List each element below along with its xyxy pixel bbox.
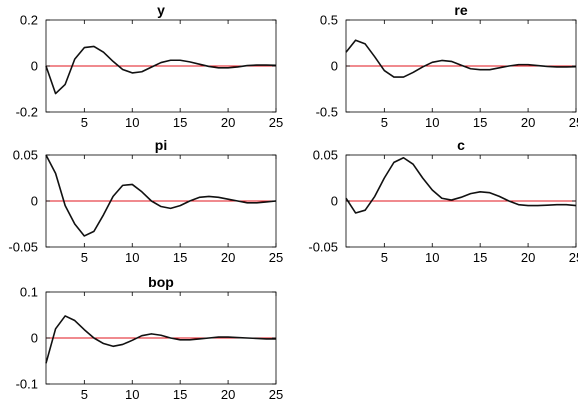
y-tick-label: -0.05 — [8, 240, 38, 255]
panel-pi: 5 10 15 20 25 -0.05 0 0.05 pi — [8, 137, 283, 265]
x-tick-label: 5 — [81, 250, 88, 265]
panel-c: 5 10 15 20 25 -0.05 0 0.05 c — [308, 137, 578, 265]
x-tick-label: 10 — [125, 387, 139, 402]
y-tick-label: 0.5 — [320, 13, 338, 28]
x-tick-label: 10 — [125, 250, 139, 265]
x-tick-label: 5 — [81, 115, 88, 130]
panel-title: c — [457, 137, 465, 153]
y-tick-label: 0 — [331, 59, 338, 74]
x-tick-label: 5 — [381, 115, 388, 130]
y-tick-label: 0 — [31, 59, 38, 74]
x-tick-label: 20 — [221, 250, 235, 265]
x-tick-label: 25 — [269, 115, 283, 130]
y-tick-label: -0.1 — [16, 377, 38, 392]
x-tick-label: 25 — [569, 250, 578, 265]
series-line — [345, 39, 577, 78]
series-line — [45, 45, 277, 95]
y-tick-label: 0 — [331, 194, 338, 209]
x-tick-label: 25 — [269, 250, 283, 265]
panel-title: re — [454, 2, 467, 18]
panel-y: 5 10 15 20 25 -0.2 0 0.2 y — [16, 2, 284, 130]
x-tick-label: 25 — [269, 387, 283, 402]
y-tick-label: 0 — [31, 331, 38, 346]
x-tick-label: 20 — [221, 115, 235, 130]
y-tick-label: 0.2 — [20, 13, 38, 28]
panel-title: pi — [155, 137, 167, 153]
x-tick-label: 15 — [173, 115, 187, 130]
x-tick-label: 10 — [425, 115, 439, 130]
x-tick-label: 15 — [173, 250, 187, 265]
panel-title: bop — [148, 274, 174, 290]
series-line — [45, 315, 276, 364]
panel-bop: 5 10 15 20 25 -0.1 0 0.1 bop — [16, 274, 284, 402]
y-tick-label: 0.05 — [13, 148, 38, 163]
y-tick-label: -0.05 — [308, 240, 338, 255]
panel-title: y — [157, 2, 165, 18]
x-tick-label: 20 — [221, 387, 235, 402]
x-tick-label: 20 — [521, 250, 535, 265]
x-tick-label: 20 — [521, 115, 535, 130]
y-tick-label: 0.1 — [20, 285, 38, 300]
x-tick-label: 15 — [473, 115, 487, 130]
panel-re: 5 10 15 20 25 -0.5 0 0.5 re — [316, 2, 578, 130]
y-tick-label: -0.5 — [316, 105, 338, 120]
y-tick-label: 0.05 — [313, 148, 338, 163]
y-tick-label: -0.2 — [16, 105, 38, 120]
x-tick-label: 15 — [473, 250, 487, 265]
series-line — [345, 156, 577, 214]
x-tick-label: 10 — [125, 115, 139, 130]
y-tick-label: 0 — [31, 194, 38, 209]
x-tick-label: 15 — [173, 387, 187, 402]
x-tick-label: 25 — [569, 115, 578, 130]
x-tick-label: 5 — [81, 387, 88, 402]
x-tick-label: 10 — [425, 250, 439, 265]
x-tick-label: 5 — [381, 250, 388, 265]
series-line — [45, 154, 277, 237]
